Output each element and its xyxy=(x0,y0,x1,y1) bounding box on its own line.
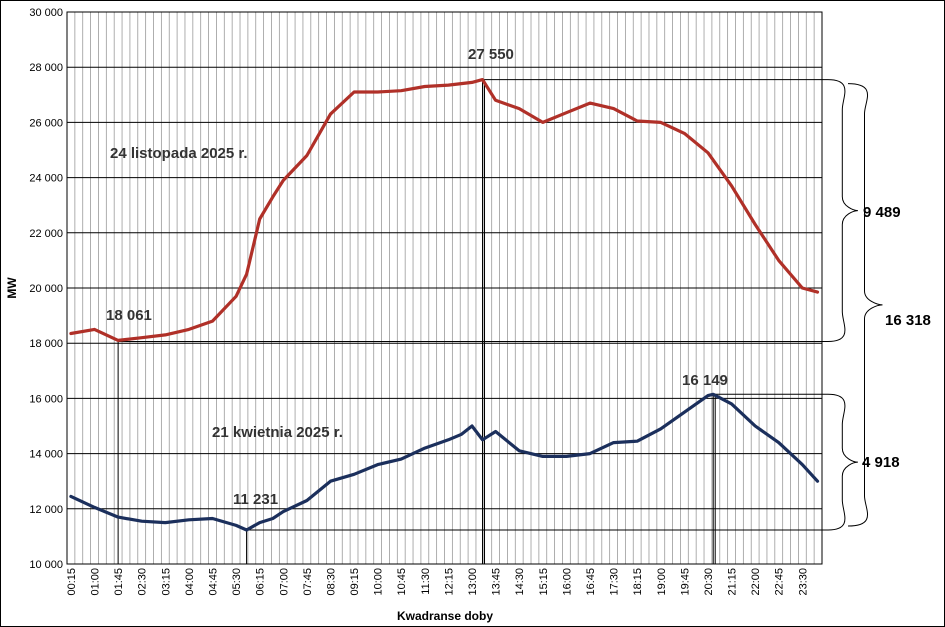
series-line xyxy=(69,77,820,342)
range-total-label: 16 318 xyxy=(885,312,931,329)
x-tick-label: 08:30 xyxy=(325,568,337,596)
y-tick-label: 14 000 xyxy=(29,449,63,461)
x-tick-label: 11:30 xyxy=(420,568,432,595)
x-tick-label: 07:45 xyxy=(302,568,314,596)
x-tick-label: 21:15 xyxy=(727,568,739,596)
x-tick-label: 12:15 xyxy=(443,568,455,596)
x-tick-label: 23:30 xyxy=(797,568,809,596)
x-tick-label: 02:30 xyxy=(137,568,149,596)
max-spring-label: 16 149 xyxy=(682,372,728,389)
y-tick-label: 18 000 xyxy=(29,338,63,350)
y-tick-label: 30 000 xyxy=(29,7,63,19)
x-tick-label: 14:30 xyxy=(514,568,526,596)
x-axis-ticks: 00:15 01:00 01:45 02:30 03:15 04:00 04:45 05:30… xyxy=(66,568,809,596)
x-tick-label: 17:30 xyxy=(609,568,621,596)
reference-lines xyxy=(117,79,828,564)
max-autumn-label: 27 550 xyxy=(468,46,514,63)
x-tick-label: 06:15 xyxy=(255,568,267,596)
y-tick-label: 28 000 xyxy=(29,62,63,74)
label-spring: 21 kwietnia 2025 r. xyxy=(212,424,343,441)
x-tick-label: 20:30 xyxy=(703,568,715,596)
x-tick-label: 13:00 xyxy=(467,568,479,596)
range-autumn-label: 9 489 xyxy=(863,204,901,221)
x-tick-label: 04:45 xyxy=(207,568,219,596)
x-tick-label: 13:45 xyxy=(491,568,503,596)
x-tick-label: 16:00 xyxy=(561,568,573,596)
x-tick-label: 22:00 xyxy=(750,568,762,596)
x-tick-label: 10:45 xyxy=(396,568,408,596)
y-tick-label: 24 000 xyxy=(29,173,63,185)
x-tick-label: 18:15 xyxy=(632,568,644,596)
series-line xyxy=(69,392,820,532)
grid xyxy=(66,11,823,565)
y-tick-label: 22 000 xyxy=(29,228,63,240)
x-axis-label: Kwadranse doby xyxy=(397,609,493,623)
x-tick-label: 09:15 xyxy=(349,568,361,596)
x-tick-label: 01:00 xyxy=(90,568,102,596)
y-tick-label: 16 000 xyxy=(29,393,63,405)
x-tick-label: 05:30 xyxy=(231,568,243,596)
brace-autumn xyxy=(827,79,858,343)
range-brackets xyxy=(827,79,883,531)
x-tick-label: 16:45 xyxy=(585,568,597,596)
range-spring-label: 4 918 xyxy=(862,454,900,471)
series-lines xyxy=(69,77,820,532)
brace-spring xyxy=(827,393,858,531)
min-spring-label: 11 231 xyxy=(233,491,278,508)
x-tick-label: 07:00 xyxy=(278,568,290,596)
y-tick-label: 10 000 xyxy=(29,559,63,571)
label-autumn: 24 listopada 2025 r. xyxy=(110,145,248,162)
brace-total xyxy=(847,83,883,527)
x-tick-label: 00:15 xyxy=(66,568,78,596)
x-tick-label: 19:00 xyxy=(656,568,668,596)
x-tick-label: 03:15 xyxy=(160,568,172,596)
x-tick-label: 15:15 xyxy=(538,568,550,596)
x-tick-label: 01:45 xyxy=(113,568,125,596)
x-tick-label: 10:00 xyxy=(373,568,385,596)
x-tick-label: 19:45 xyxy=(679,568,691,596)
min-autumn-label: 18 061 xyxy=(106,307,152,324)
y-tick-label: 26 000 xyxy=(29,117,63,129)
x-tick-label: 22:45 xyxy=(774,568,786,596)
y-tick-label: 12 000 xyxy=(29,504,63,516)
y-tick-label: 20 000 xyxy=(29,283,63,295)
plot-border xyxy=(66,11,823,565)
x-tick-label: 04:00 xyxy=(184,568,196,596)
y-axis-ticks: 10 000 12 000 14 000 16 000 18 000 20 000 22 0… xyxy=(29,7,63,571)
y-axis-label: MW xyxy=(5,277,19,299)
